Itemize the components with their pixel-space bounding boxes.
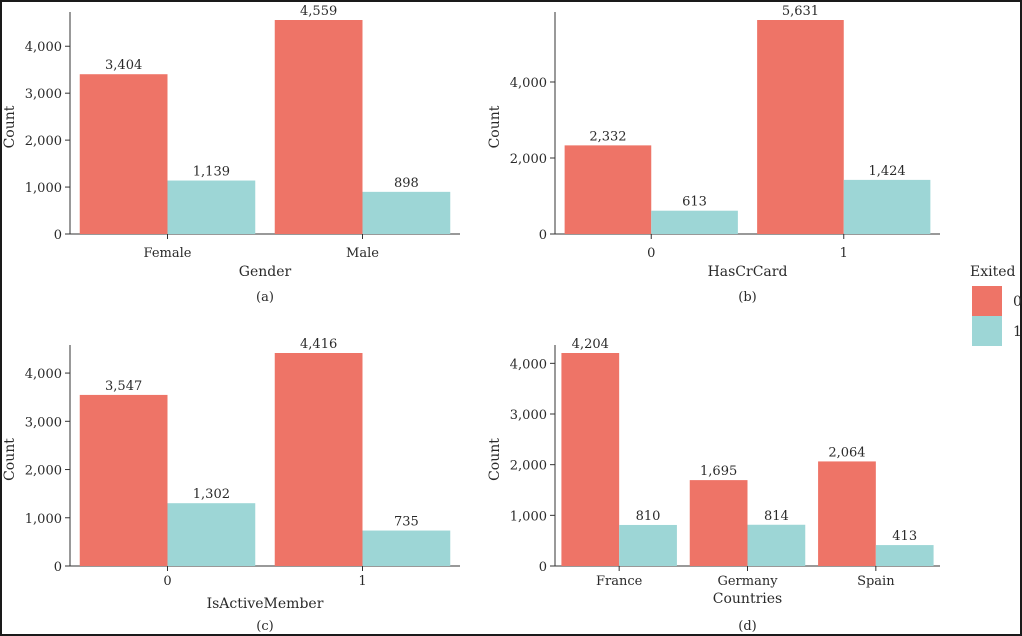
y-tick-label: 3,000 xyxy=(25,415,62,430)
legend-title: Exited xyxy=(970,264,1016,280)
bar-germany-exited-0 xyxy=(689,480,748,566)
y-tick-label: 4,000 xyxy=(25,40,62,55)
data-label: 898 xyxy=(394,176,419,191)
data-label: 814 xyxy=(764,509,789,524)
y-tick-label: 4,000 xyxy=(25,367,62,382)
data-label: 1,424 xyxy=(868,164,905,179)
bar-0-exited-0 xyxy=(564,145,652,234)
x-tick-label: 1 xyxy=(840,246,848,261)
x-axis-title: HasCrCard xyxy=(708,264,788,280)
y-tick-label: 4,000 xyxy=(510,357,547,372)
y-tick-label: 2,000 xyxy=(510,152,547,167)
bar-spain-exited-0 xyxy=(818,461,876,566)
chart-panel-1: 0 1,000 2,000 3,000 4,000 Count 3,404 1,139 Fema… xyxy=(2,4,460,305)
data-label: 1,302 xyxy=(193,487,230,502)
data-label: 3,547 xyxy=(105,379,142,394)
y-axis-title: Count xyxy=(487,105,503,148)
panel-label: (b) xyxy=(738,290,756,305)
data-label: 1,139 xyxy=(193,165,230,180)
x-axis-title: Countries xyxy=(713,591,782,607)
y-tick-label: 0 xyxy=(539,228,547,243)
panel-label: (a) xyxy=(256,290,274,305)
data-label: 4,416 xyxy=(300,337,337,352)
y-axis-title: Count xyxy=(2,438,18,481)
data-label: 735 xyxy=(394,515,419,530)
y-axis-title: Count xyxy=(2,105,18,148)
data-label: 2,332 xyxy=(589,129,626,144)
y-tick-label: 1,000 xyxy=(510,509,547,524)
x-axis-title: Gender xyxy=(239,264,292,280)
bar-0-exited-1 xyxy=(651,210,738,234)
bar-france-exited-1 xyxy=(619,524,677,566)
x-tick-label: Germany xyxy=(717,574,778,589)
bar-female-exited-1 xyxy=(167,180,256,234)
y-tick-label: 2,000 xyxy=(25,134,62,149)
x-tick-label: France xyxy=(596,574,643,589)
data-label: 4,559 xyxy=(300,4,337,19)
data-label: 3,404 xyxy=(105,58,142,73)
x-axis-title: IsActiveMember xyxy=(207,596,324,612)
data-label: 613 xyxy=(682,195,707,210)
bar-female-exited-0 xyxy=(79,74,168,234)
y-tick-label: 3,000 xyxy=(25,87,62,102)
data-label: 413 xyxy=(892,529,917,544)
y-tick-label: 2,000 xyxy=(25,464,62,479)
bar-0-exited-0 xyxy=(79,394,168,566)
legend-label-0: 0 xyxy=(1013,294,1022,310)
x-tick-label: 0 xyxy=(647,246,655,261)
legend-label-1: 1 xyxy=(1013,324,1022,340)
bar-1-exited-1 xyxy=(362,530,451,566)
y-tick-label: 1,000 xyxy=(25,181,62,196)
x-tick-label: Female xyxy=(144,246,192,261)
bar-france-exited-0 xyxy=(561,353,620,566)
y-tick-label: 0 xyxy=(54,560,62,575)
chart-panel-3: 0 1,000 2,000 3,000 4,000 Count 3,547 1,302 0 4,4… xyxy=(2,337,460,634)
bar-1-exited-0 xyxy=(274,353,363,566)
legend-swatch-0 xyxy=(972,286,1002,316)
bar-1-exited-1 xyxy=(843,179,931,234)
legend-swatch-1 xyxy=(972,316,1002,346)
bar-male-exited-0 xyxy=(274,20,363,234)
y-tick-label: 4,000 xyxy=(510,76,547,91)
y-tick-label: 0 xyxy=(54,228,62,243)
x-tick-label: Spain xyxy=(857,574,895,589)
bar-male-exited-1 xyxy=(362,191,451,234)
legend: Exited 0 1 xyxy=(970,264,1022,346)
y-tick-label: 1,000 xyxy=(25,512,62,527)
bar-1-exited-0 xyxy=(757,20,844,234)
panel-label: (d) xyxy=(738,619,756,634)
y-tick-label: 2,000 xyxy=(510,459,547,474)
data-label: 2,064 xyxy=(828,445,865,460)
panel-label: (c) xyxy=(256,619,273,634)
y-tick-label: 3,000 xyxy=(510,408,547,423)
data-label: 810 xyxy=(636,509,661,524)
y-tick-label: 0 xyxy=(539,560,547,575)
data-label: 5,631 xyxy=(782,4,819,19)
y-axis-title: Count xyxy=(487,438,503,481)
chart-panel-4: 0 1,000 2,000 3,000 4,000 Count 4,204 810 France… xyxy=(487,337,940,634)
x-tick-label: Male xyxy=(346,246,379,261)
bar-spain-exited-1 xyxy=(875,545,934,566)
x-tick-label: 0 xyxy=(163,574,171,589)
chart-panel-2: 0 2,000 4,000 Count 2,332 613 0 5,631 1,424 1 HasC… xyxy=(487,4,940,305)
data-label: 1,695 xyxy=(700,464,737,479)
data-label: 4,204 xyxy=(572,337,609,352)
x-tick-label: 1 xyxy=(358,574,366,589)
bar-0-exited-1 xyxy=(167,503,256,566)
bar-germany-exited-1 xyxy=(747,524,806,566)
